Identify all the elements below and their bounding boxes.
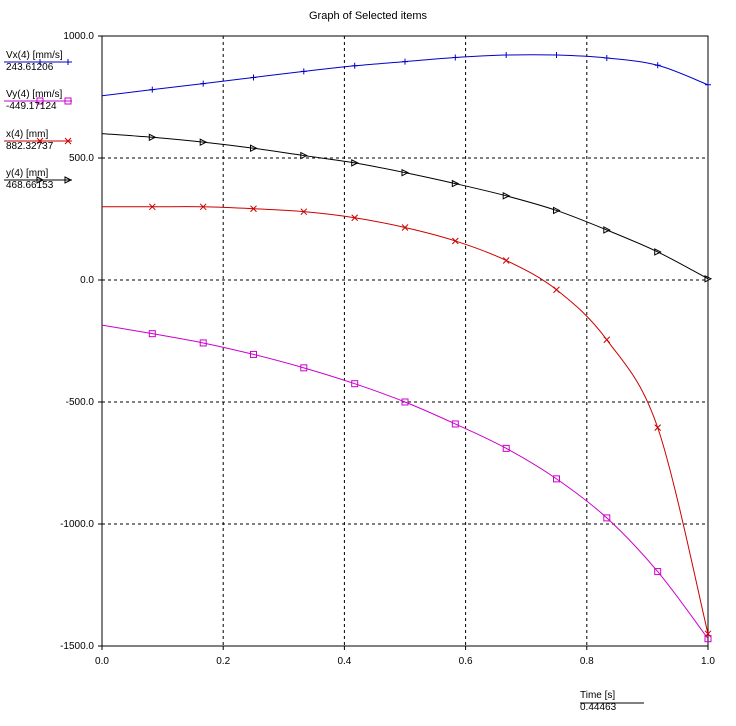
cross-marker — [654, 424, 662, 431]
x-tick-label: 0.8 — [580, 656, 594, 667]
x-tick-label: 0.2 — [216, 656, 230, 667]
x-axis-readout[interactable]: Time [s] 0.44463 — [580, 690, 616, 714]
legend-entry-vy[interactable]: Vy(4) [mm/s] -449.17124 — [6, 89, 62, 113]
cross-marker — [502, 257, 510, 264]
legend-label-y: y(4) [mm] — [6, 168, 49, 179]
square-marker — [451, 420, 459, 428]
cross-marker — [351, 214, 359, 222]
legend-value-x: 882.32737 — [6, 141, 54, 152]
series-line — [101, 324, 709, 639]
plus-marker — [603, 54, 610, 61]
square-marker — [553, 475, 560, 483]
series-2 — [101, 203, 712, 638]
triangle-marker — [351, 159, 359, 167]
x-tick-label: 0.0 — [95, 656, 109, 667]
plus-marker — [65, 59, 71, 65]
legend-label-x: x(4) [mm] — [6, 129, 49, 140]
plus-marker — [300, 68, 307, 75]
square-marker — [351, 380, 359, 388]
x-tick-label: 0.4 — [337, 656, 351, 667]
plus-marker — [503, 52, 510, 59]
series-line — [101, 133, 709, 280]
plus-marker — [705, 81, 711, 88]
square-marker — [502, 444, 510, 452]
triangle-marker — [64, 176, 73, 184]
square-marker — [603, 514, 611, 522]
cross-marker — [148, 203, 156, 211]
x-tick-label: 1.0 — [701, 656, 715, 667]
legend-value-vx: 243.61206 — [6, 62, 54, 73]
square-marker — [654, 568, 662, 576]
cross-marker — [36, 137, 44, 145]
plus-marker — [37, 59, 43, 65]
cross-marker — [603, 336, 611, 344]
legend-sample-layer — [4, 59, 73, 184]
series-1 — [101, 324, 712, 643]
triangle-marker — [300, 151, 308, 160]
legend-entry-vx[interactable]: Vx(4) [mm/s] 243.61206 — [6, 50, 63, 74]
x-axis-value: 0.44463 — [580, 702, 617, 713]
cross-marker — [401, 224, 409, 231]
triangle-marker — [451, 179, 460, 188]
square-marker — [36, 97, 44, 105]
series-0 — [101, 52, 711, 97]
square-marker — [148, 330, 156, 338]
axis-layer: 0.0 0.2 0.4 0.6 0.8 1.0 1000.0 500.0 0.0 -500.0 -1… — [60, 31, 715, 704]
plus-marker — [452, 54, 459, 61]
series-layer — [101, 52, 713, 643]
triangle-marker — [502, 192, 511, 200]
plus-marker — [553, 52, 560, 59]
cross-marker — [451, 237, 459, 245]
cross-marker — [64, 137, 72, 145]
legend-entry-y[interactable]: y(4) [mm] 468.66153 — [6, 168, 53, 192]
x-axis-label: Time [s] — [580, 690, 616, 701]
square-marker — [704, 635, 712, 643]
plus-marker — [200, 80, 207, 87]
x-tick-label: 0.6 — [459, 656, 473, 667]
triangle-marker — [148, 133, 157, 142]
cross-marker — [199, 203, 207, 211]
y-tick-label: 0.0 — [80, 275, 94, 286]
cross-marker — [300, 208, 308, 216]
triangle-marker — [250, 144, 258, 153]
series-3 — [101, 133, 713, 283]
cross-marker — [704, 630, 712, 638]
triangle-marker — [654, 248, 662, 256]
legend-value-vy: -449.17124 — [6, 101, 57, 112]
y-tick-label: 1000.0 — [63, 31, 94, 42]
square-marker — [250, 350, 257, 358]
plus-marker — [402, 58, 408, 65]
triangle-marker — [199, 138, 208, 146]
y-tick-label: -500.0 — [66, 397, 95, 408]
plus-marker — [250, 74, 257, 81]
plus-marker — [654, 62, 661, 69]
plus-marker — [351, 62, 358, 69]
series-line — [101, 206, 709, 634]
square-marker — [401, 398, 409, 406]
cross-marker — [553, 286, 560, 294]
triangle-marker — [401, 168, 410, 177]
legend-value-y: 468.66153 — [6, 180, 54, 191]
y-tick-label: -1000.0 — [60, 519, 94, 530]
triangle-marker — [553, 206, 561, 215]
triangle-marker — [704, 274, 713, 283]
y-tick-label: -1500.0 — [60, 641, 94, 652]
y-tick-label: 500.0 — [69, 153, 94, 164]
plus-marker — [149, 86, 156, 93]
legend-label-vy: Vy(4) [mm/s] — [6, 89, 63, 100]
square-marker — [199, 339, 207, 347]
triangle-marker — [603, 226, 611, 234]
triangle-marker — [36, 176, 45, 184]
square-marker — [300, 364, 308, 372]
plot-frame — [101, 35, 709, 647]
legend-entry-x[interactable]: x(4) [mm] 882.32737 — [6, 129, 53, 153]
square-marker — [64, 97, 72, 105]
chart-title: Graph of Selected items — [308, 10, 427, 22]
legend-label-vx: Vx(4) [mm/s] — [6, 50, 63, 61]
cross-marker — [250, 205, 257, 213]
